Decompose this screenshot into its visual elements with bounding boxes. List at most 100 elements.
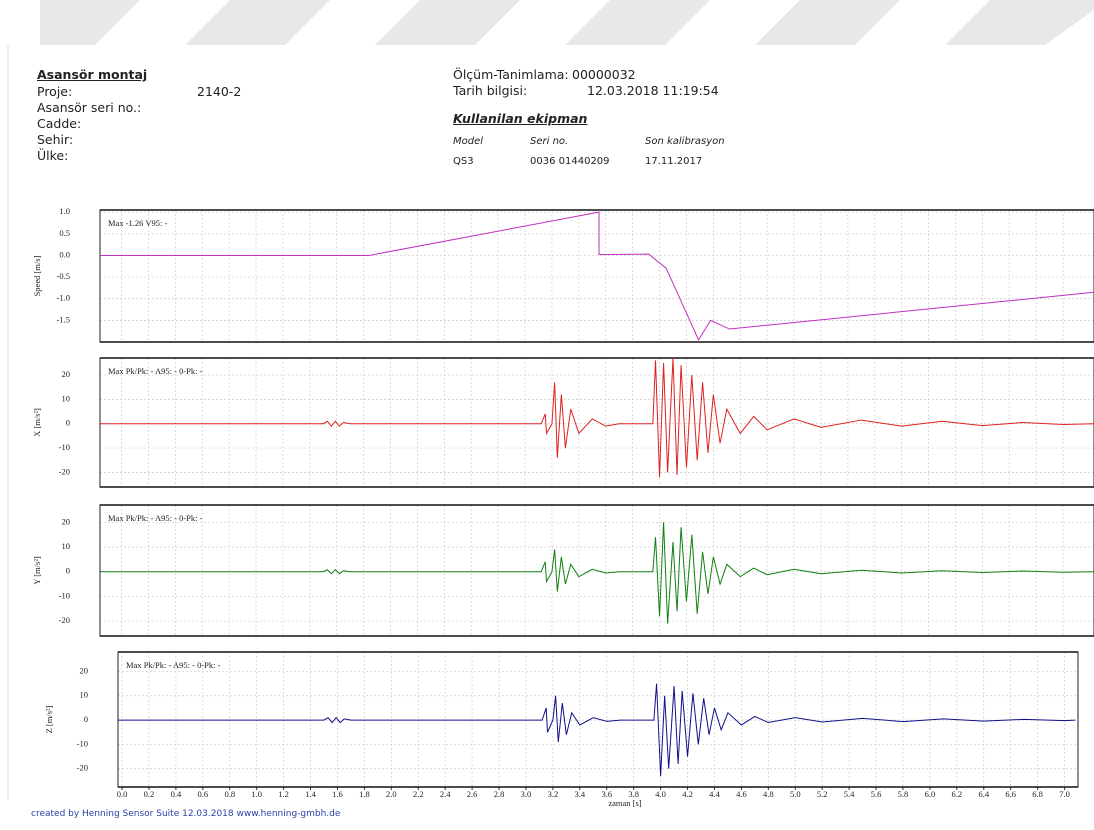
x-tick-label: 4.8 <box>763 789 774 799</box>
table-cell: QS3 <box>453 156 474 167</box>
table-cell: 17.11.2017 <box>645 156 703 167</box>
x-tick-label: 2.8 <box>494 789 505 799</box>
x-tick-label: 4.0 <box>655 789 666 799</box>
x-tick-label: 0.2 <box>144 789 155 799</box>
field-label: Asansör seri no.: <box>37 100 142 115</box>
y-tick-label: 1.0 <box>59 206 70 216</box>
y-tick-label: -20 <box>77 763 88 773</box>
watermark-shape <box>375 0 520 45</box>
watermark-shape <box>945 0 1094 45</box>
x-tick-label: 5.6 <box>871 789 882 799</box>
x-tick-label: 6.6 <box>1005 789 1016 799</box>
field-label: Proje: <box>37 84 73 99</box>
x-tick-label: 2.0 <box>386 789 397 799</box>
x-tick-label: 4.6 <box>736 789 747 799</box>
y-tick-label: 20 <box>62 369 71 379</box>
x-tick-label: 3.4 <box>575 789 586 799</box>
field-value: 12.03.2018 11:19:54 <box>587 83 719 98</box>
x-tick-label: 6.8 <box>1032 789 1043 799</box>
table-header: Son kalibrasyon <box>645 136 725 147</box>
x-tick-label: 6.0 <box>925 789 936 799</box>
equipment-title: Kullanilan ekipman <box>453 111 588 126</box>
x-tick-label: 2.4 <box>440 789 451 799</box>
watermark-shape <box>755 0 900 45</box>
signal-line <box>100 522 1094 624</box>
table-header: Seri no. <box>530 136 569 147</box>
field-value: 2140-2 <box>197 84 242 99</box>
x-tick-label: 0.4 <box>171 789 182 799</box>
annotation: Max Pk/Pk: - A95: - 0-Pk: - <box>108 513 203 523</box>
annotation: Max Pk/Pk: - A95: - 0-Pk: - <box>108 366 203 376</box>
y-tick-label: -10 <box>59 442 70 452</box>
x-axis-label: zaman [s] <box>608 798 641 808</box>
x-tick-label: 2.2 <box>413 789 424 799</box>
watermark-shape <box>40 0 140 45</box>
x-tick-label: 1.4 <box>305 789 316 799</box>
plot-frame <box>99 357 1094 488</box>
table-cell: 0036 01440209 <box>530 156 610 167</box>
y-axis-label: Speed [m/s] <box>32 255 42 296</box>
y-tick-label: -1.5 <box>57 314 70 324</box>
annotation: Max -1.26 V95: - <box>108 218 168 228</box>
footer: created by Henning Sensor Suite 12.03.20… <box>31 809 341 819</box>
y-axis-label: Z [m/s²] <box>44 705 54 733</box>
field-value: 00000032 <box>572 67 636 82</box>
y-tick-label: 10 <box>62 393 71 403</box>
x-tick-label: 1.8 <box>359 789 370 799</box>
field-label: Tarih bilgisi: <box>453 83 528 98</box>
y-tick-label: -20 <box>59 466 70 476</box>
x-tick-label: 1.6 <box>332 789 343 799</box>
x-tick-label: 5.0 <box>790 789 801 799</box>
header-title: Asansör montaj <box>37 67 148 82</box>
x-tick-label: 5.4 <box>844 789 855 799</box>
x-tick-label: 0.6 <box>198 789 209 799</box>
x-tick-label: 3.2 <box>548 789 559 799</box>
y-tick-label: 10 <box>62 541 71 551</box>
field-label: Ülke: <box>37 148 69 163</box>
y-axis-label: Y [m/s²] <box>32 556 42 585</box>
x-tick-label: 3.6 <box>601 789 612 799</box>
y-tick-label: -1.0 <box>57 293 70 303</box>
x-tick-label: 5.8 <box>898 789 909 799</box>
x-tick-label: 0.8 <box>224 789 235 799</box>
y-tick-label: 10 <box>80 690 89 700</box>
y-tick-label: 0.5 <box>59 228 70 238</box>
watermark <box>40 0 1094 45</box>
x-tick-label: 4.2 <box>682 789 693 799</box>
y-tick-label: -0.5 <box>57 271 70 281</box>
field-label: Cadde: <box>37 116 82 131</box>
table-header: Model <box>453 136 484 147</box>
y-tick-label: -10 <box>59 590 70 600</box>
signal-line <box>100 211 1094 341</box>
watermark-shape <box>185 0 330 45</box>
x-tick-label: 2.6 <box>467 789 478 799</box>
x-tick-label: 3.8 <box>628 789 639 799</box>
x-tick-label: 4.4 <box>709 789 720 799</box>
field-label: Sehir: <box>37 132 74 147</box>
x-tick-label: 0.0 <box>117 789 128 799</box>
plot-frame <box>99 209 1094 343</box>
y-tick-label: -20 <box>59 615 70 625</box>
x-tick-label: 1.0 <box>251 789 262 799</box>
y-tick-label: -10 <box>77 738 88 748</box>
signal-line <box>100 358 1094 478</box>
x-tick-label: 7.0 <box>1059 789 1070 799</box>
x-tick-label: 3.0 <box>521 789 532 799</box>
y-tick-label: 0 <box>84 714 88 724</box>
y-tick-label: 0 <box>66 566 70 576</box>
y-tick-label: 20 <box>62 516 71 526</box>
x-tick-label: 5.2 <box>817 789 828 799</box>
watermark-shape <box>565 0 710 45</box>
x-tick-label: 6.4 <box>978 789 989 799</box>
signal-line <box>118 683 1076 777</box>
y-axis-label: X [m/s²] <box>32 408 42 437</box>
annotation: Max Pk/Pk: - A95: - 0-Pk: - <box>126 660 221 670</box>
y-tick-label: 0.0 <box>59 249 70 259</box>
y-tick-label: 20 <box>80 665 89 675</box>
x-tick-label: 1.2 <box>278 789 289 799</box>
field-label: Ölçüm-Tanimlama: <box>453 67 569 82</box>
y-tick-label: 0 <box>66 418 70 428</box>
x-tick-label: 6.2 <box>952 789 963 799</box>
